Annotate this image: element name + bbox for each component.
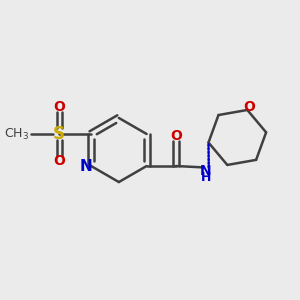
- Text: H: H: [201, 171, 211, 184]
- Text: O: O: [53, 154, 65, 168]
- Text: O: O: [243, 100, 255, 114]
- Text: O: O: [53, 100, 65, 114]
- Text: CH$_3$: CH$_3$: [4, 126, 29, 142]
- Text: O: O: [170, 129, 182, 143]
- Text: N: N: [200, 164, 212, 178]
- Text: S: S: [53, 125, 65, 143]
- Text: N: N: [80, 159, 92, 174]
